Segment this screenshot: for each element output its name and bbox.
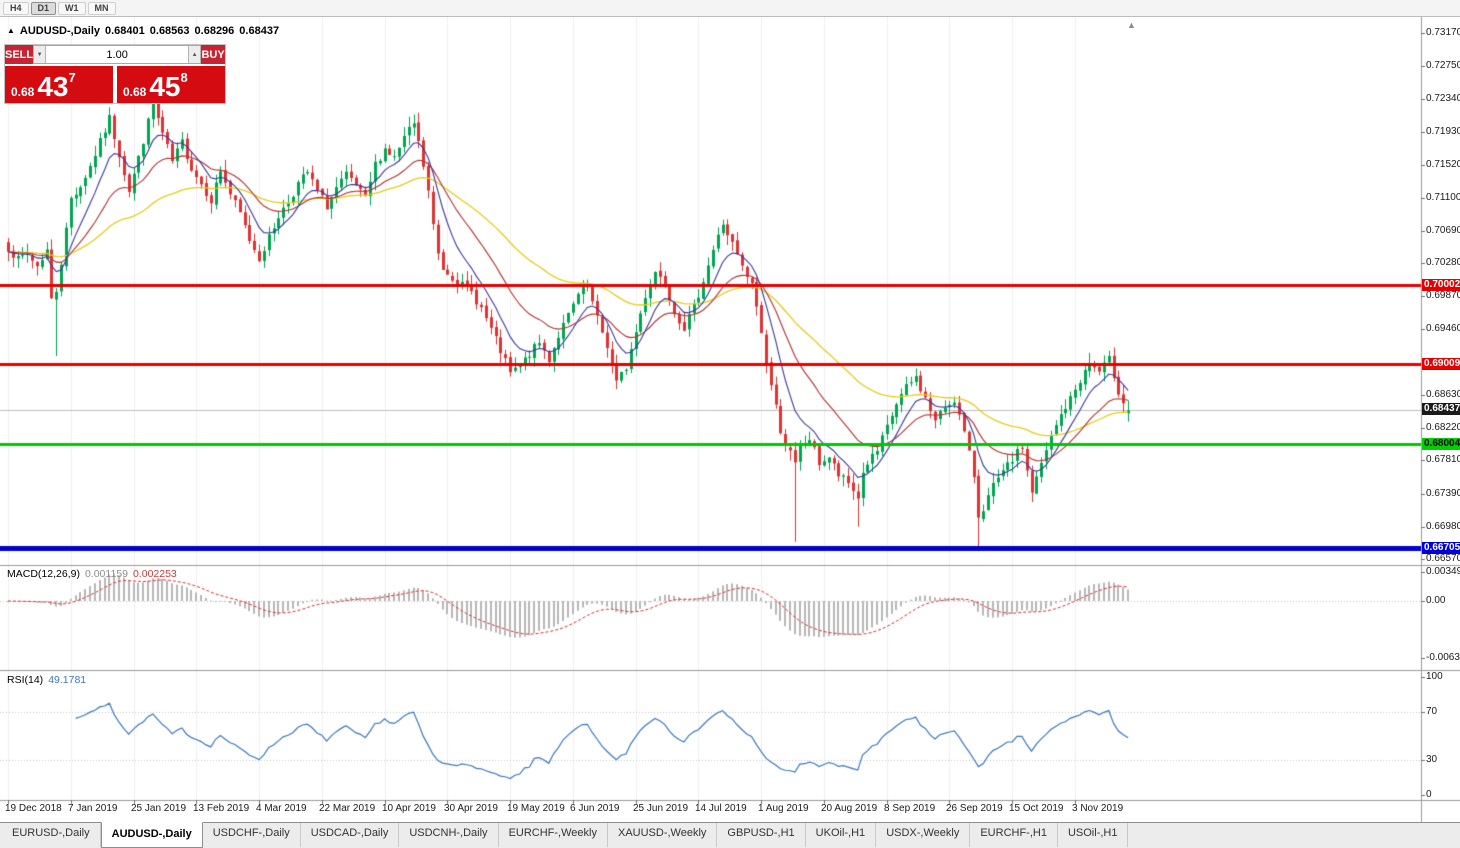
tab-eurusd-daily[interactable]: EURUSD-,Daily	[2, 823, 101, 847]
date-axis-label: 19 Dec 2018	[5, 803, 62, 814]
date-axis-label: 13 Feb 2019	[193, 803, 250, 814]
macd-axis-label: -0.00637	[1426, 652, 1460, 663]
timeframe-toolbar: H4 D1 W1 MN	[0, 0, 1460, 17]
tab-ukoil-h1[interactable]: UKOil-,H1	[806, 823, 877, 847]
date-axis-label: 1 Aug 2019	[758, 803, 809, 814]
ohlc-high: 0.68563	[149, 25, 190, 37]
chart-header: ▲ AUDUSD-,Daily 0.68401 0.68563 0.68296 0.684…	[7, 25, 284, 37]
sell-price-button[interactable]: 0.68 43 7	[5, 66, 113, 103]
period-button-d1[interactable]: D1	[30, 1, 57, 15]
rsi-axis-label: 70	[1426, 706, 1438, 717]
price-chart-canvas[interactable]	[0, 17, 1460, 822]
date-axis-label: 6 Jun 2019	[570, 803, 620, 814]
price-axis-label: 0.71100	[1426, 192, 1460, 203]
buy-price-big: 45	[149, 71, 181, 102]
price-axis-label: 0.67810	[1426, 454, 1460, 465]
date-axis: 19 Dec 2018 7 Jan 2019 25 Jan 2019 13 Feb 2…	[0, 803, 1421, 817]
date-axis-label: 25 Jan 2019	[131, 803, 187, 814]
ohlc-close: 0.68437	[239, 25, 280, 37]
chart-shift-marker-icon[interactable]: ▲	[1127, 20, 1136, 30]
price-axis-label: 0.69870	[1426, 290, 1460, 301]
sell-price-sup: 7	[68, 70, 76, 85]
date-axis-label: 26 Sep 2019	[946, 803, 1003, 814]
macd-axis-label: 0.00349	[1426, 566, 1460, 577]
volume-decrease-button[interactable]: ▼	[33, 46, 47, 63]
sell-price-big: 43	[37, 71, 69, 102]
macd-name: MACD(12,26,9)	[7, 568, 80, 580]
tab-usdcnh-daily[interactable]: USDCNH-,Daily	[399, 823, 499, 847]
volume-increase-button[interactable]: ▲	[188, 46, 202, 63]
price-badge: 0.68004	[1422, 438, 1460, 450]
date-axis-label: 14 Jul 2019	[695, 803, 747, 814]
price-axis-label: 0.71520	[1426, 159, 1460, 170]
date-axis-label: 4 Mar 2019	[256, 803, 307, 814]
price-axis-label: 0.69460	[1426, 323, 1460, 334]
tab-eurchf-h1[interactable]: EURCHF-,H1	[970, 823, 1058, 847]
date-axis-label: 7 Jan 2019	[68, 803, 118, 814]
macd-axis-label: 0.00	[1426, 595, 1446, 606]
date-axis-label: 3 Nov 2019	[1072, 803, 1124, 814]
tab-usdchf-daily[interactable]: USDCHF-,Daily	[203, 823, 301, 847]
period-buttons: H4 D1 W1 MN	[3, 1, 116, 15]
date-axis-label: 10 Apr 2019	[382, 803, 436, 814]
tab-audusd-daily[interactable]: AUDUSD-,Daily	[100, 822, 203, 848]
sell-price-small: 0.68	[11, 85, 35, 99]
period-button-h4[interactable]: H4	[3, 1, 29, 15]
price-axis-label: 0.70280	[1426, 257, 1460, 268]
tab-gbpusd-h1[interactable]: GBPUSD-,H1	[717, 823, 806, 847]
price-axis-label: 0.73170	[1426, 27, 1460, 38]
price-badge: 0.69009	[1422, 358, 1460, 370]
rsi-axis-label: 30	[1426, 754, 1438, 765]
period-button-mn[interactable]: MN	[87, 1, 116, 15]
rsi-value: 49.1781	[48, 674, 87, 686]
date-axis-label: 20 Aug 2019	[821, 803, 878, 814]
buy-price-small: 0.68	[123, 85, 147, 99]
macd-main-value: 0.001159	[84, 568, 128, 580]
price-badge: 0.68437	[1422, 403, 1460, 415]
price-axis-label: 0.68630	[1426, 389, 1460, 400]
date-axis-label: 30 Apr 2019	[444, 803, 498, 814]
volume-spinner: ▼ ▲	[33, 45, 202, 64]
tab-eurchf-weekly[interactable]: EURCHF-,Weekly	[499, 823, 608, 847]
buy-price-button[interactable]: 0.68 45 8	[117, 66, 225, 103]
tab-usdcad-daily[interactable]: USDCAD-,Daily	[301, 823, 400, 847]
date-axis-label: 19 May 2019	[507, 803, 565, 814]
rsi-axis-label: 0	[1426, 789, 1432, 800]
price-axis-label: 0.72340	[1426, 93, 1460, 104]
rsi-axis-label: 100	[1426, 671, 1443, 682]
chart-window: ▲ AUDUSD-,Daily 0.68401 0.68563 0.68296 0.684…	[0, 17, 1460, 822]
buy-button[interactable]: BUY	[201, 45, 225, 64]
ohlc-open: 0.68401	[105, 25, 145, 37]
price-axis-label: 0.72750	[1426, 60, 1460, 71]
price-badge: 0.66705	[1422, 542, 1460, 554]
price-axis-label: 0.68220	[1426, 422, 1460, 433]
tab-usoil-h1[interactable]: USOil-,H1	[1058, 823, 1129, 847]
price-axis: 0.73170 0.72750 0.72340 0.71930 0.71520 0.711…	[1422, 17, 1460, 822]
date-axis-label: 25 Jun 2019	[633, 803, 689, 814]
date-axis-label: 22 Mar 2019	[319, 803, 376, 814]
tab-usdx-weekly[interactable]: USDX-,Weekly	[876, 823, 971, 847]
macd-signal-value: 0.002253	[132, 568, 177, 580]
sell-button[interactable]: SELL	[5, 45, 34, 64]
macd-indicator-label: MACD(12,26,9) 0.001159 0.002253	[7, 568, 177, 580]
date-axis-label: 8 Sep 2019	[884, 803, 936, 814]
chart-tab-bar: EURUSD-,Daily AUDUSD-,Daily USDCHF-,Daily U…	[0, 822, 1460, 848]
price-axis-label: 0.66570	[1426, 553, 1460, 564]
volume-input[interactable]	[46, 46, 189, 63]
period-button-w1[interactable]: W1	[58, 1, 86, 15]
ohlc-low: 0.68296	[194, 25, 235, 37]
price-axis-label: 0.70690	[1426, 225, 1460, 236]
price-axis-label: 0.67390	[1426, 488, 1460, 499]
chart-symbol-label: AUDUSD-,Daily	[19, 25, 100, 37]
rsi-name: RSI(14)	[7, 674, 44, 686]
buy-price-sup: 8	[180, 70, 188, 85]
symbol-marker-icon: ▲	[7, 26, 15, 35]
rsi-indicator-label: RSI(14) 49.1781	[7, 674, 86, 686]
price-axis-label: 0.71930	[1426, 126, 1460, 137]
date-axis-label: 15 Oct 2019	[1009, 803, 1064, 814]
price-axis-label: 0.66980	[1426, 521, 1460, 532]
price-badge: 0.70002	[1422, 279, 1460, 291]
tab-xauusd-weekly[interactable]: XAUUSD-,Weekly	[608, 823, 718, 847]
